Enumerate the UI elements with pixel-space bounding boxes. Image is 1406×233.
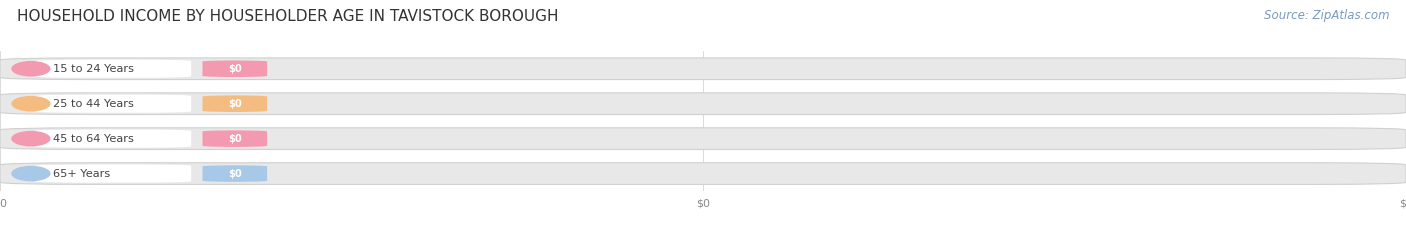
Ellipse shape [11,131,51,146]
Text: $0: $0 [1399,199,1406,209]
Text: HOUSEHOLD INCOME BY HOUSEHOLDER AGE IN TAVISTOCK BOROUGH: HOUSEHOLD INCOME BY HOUSEHOLDER AGE IN T… [17,9,558,24]
Text: $0: $0 [228,64,242,74]
Text: $0: $0 [228,99,242,109]
FancyBboxPatch shape [202,95,267,112]
Text: 25 to 44 Years: 25 to 44 Years [53,99,135,109]
FancyBboxPatch shape [35,60,191,78]
Text: 15 to 24 Years: 15 to 24 Years [53,64,135,74]
Text: $0: $0 [0,199,7,209]
Text: $0: $0 [228,134,242,144]
Text: 65+ Years: 65+ Years [53,169,111,178]
Text: $0: $0 [696,199,710,209]
FancyBboxPatch shape [202,60,267,77]
Text: Source: ZipAtlas.com: Source: ZipAtlas.com [1264,9,1389,22]
Text: $0: $0 [228,169,242,178]
FancyBboxPatch shape [35,164,191,183]
FancyBboxPatch shape [35,130,191,148]
FancyBboxPatch shape [0,163,1406,185]
Ellipse shape [11,96,51,111]
FancyBboxPatch shape [35,95,191,113]
FancyBboxPatch shape [0,93,1406,115]
FancyBboxPatch shape [202,165,267,182]
Text: 45 to 64 Years: 45 to 64 Years [53,134,135,144]
FancyBboxPatch shape [202,130,267,147]
Ellipse shape [11,166,51,181]
FancyBboxPatch shape [0,58,1406,80]
Ellipse shape [11,61,51,76]
FancyBboxPatch shape [0,128,1406,150]
